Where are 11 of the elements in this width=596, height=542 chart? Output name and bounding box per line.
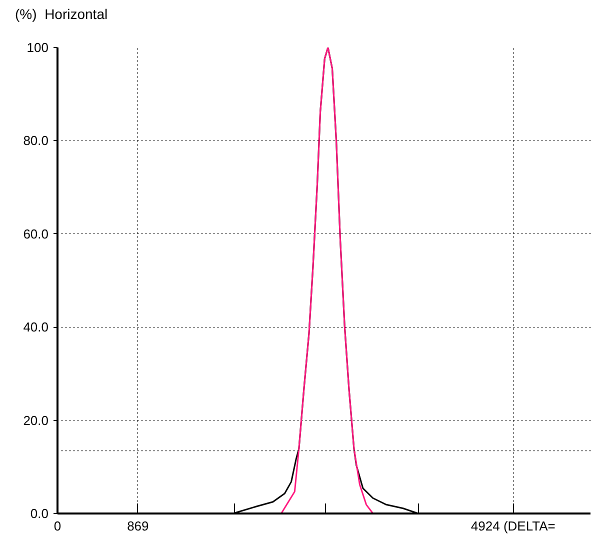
y-tick-label: 0.0 [30, 506, 49, 521]
y-tick-label: 80.0 [23, 133, 49, 148]
x-tick-label: 4924 (DELTA= [470, 518, 556, 534]
title: Horizontal [44, 6, 108, 22]
ylabel: (%) [15, 6, 37, 22]
y-tick-label: 100 [26, 40, 49, 55]
y-tick-label: 20.0 [23, 412, 49, 428]
x-tick-label: 869 [127, 518, 149, 534]
x-tick-label: 0 [54, 518, 62, 534]
y-tick-label: 60.0 [23, 226, 49, 242]
y-tick-label: 40.0 [23, 320, 49, 335]
